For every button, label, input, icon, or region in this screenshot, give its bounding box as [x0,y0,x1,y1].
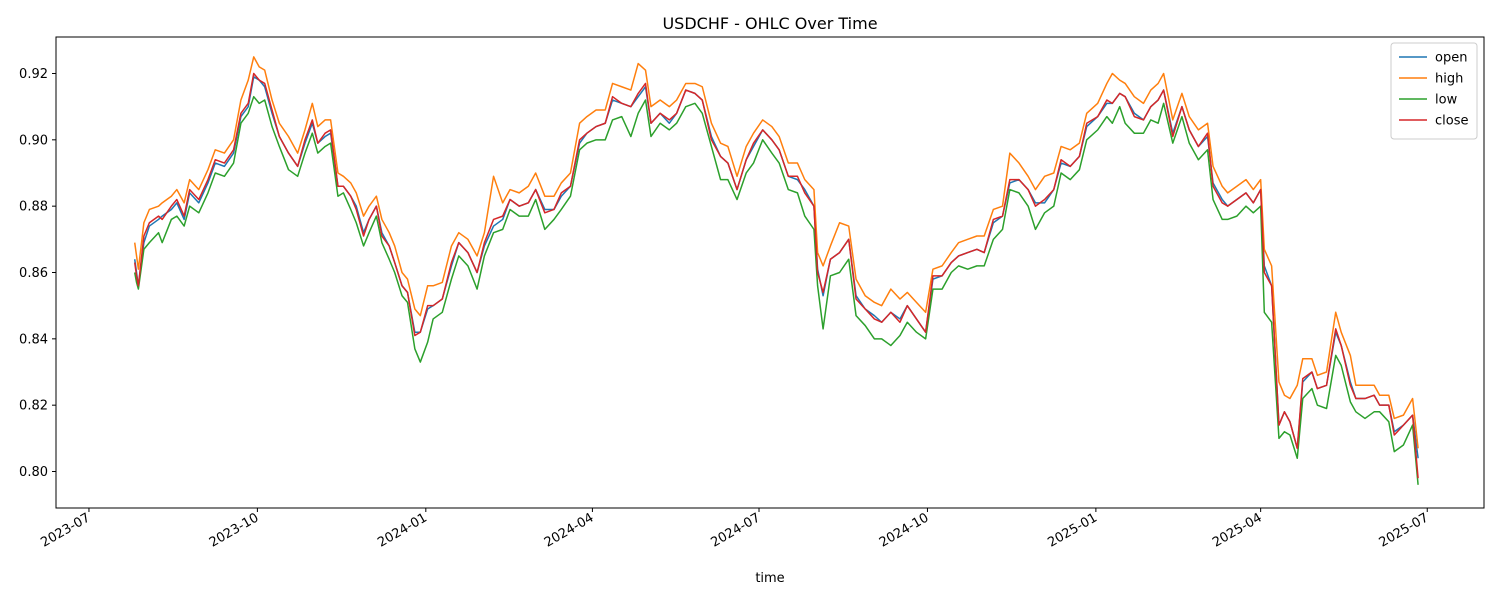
series-line-low [133,95,1419,485]
x-tick-label: 2025-04 [1210,510,1265,550]
x-axis: 2023-07 2023-10 2024-01 2024-04 2024-07 2024-… [38,508,1431,551]
y-tick-label: 0.86 [19,266,48,281]
y-tick-label: 0.92 [19,67,48,82]
series-lines [133,56,1419,485]
x-tick-label: 2024-04 [542,510,597,550]
y-tick-label: 0.88 [19,200,48,215]
y-tick-label: 0.82 [19,399,48,414]
x-tick-label: 2024-01 [375,510,430,550]
y-tick-label: 0.80 [19,465,48,480]
chart-title: USDCHF - OHLC Over Time [662,14,877,33]
legend-label-close: close [1435,114,1468,129]
y-tick-label: 0.84 [19,332,48,347]
series-line-high [133,56,1419,449]
series-line-close [133,72,1419,479]
x-tick-label: 2023-07 [38,510,93,550]
series-line-open [133,76,1419,459]
x-tick-label: 2025-01 [1045,510,1100,550]
legend-box [1390,42,1478,140]
x-tick-label: 2024-07 [708,510,763,550]
y-tick-label: 0.90 [19,133,48,148]
legend: open high low close [1390,42,1478,140]
x-tick-label: 2025-07 [1377,510,1432,550]
legend-label-open: open [1435,51,1467,66]
legend-label-low: low [1435,93,1458,108]
legend-label-high: high [1435,72,1463,87]
y-axis: 0.80 0.82 0.84 0.86 0.88 0.90 0.92 [19,67,56,480]
x-tick-label: 2023-10 [207,510,262,550]
x-axis-label: time [755,571,784,586]
x-tick-label: 2024-10 [877,510,932,550]
